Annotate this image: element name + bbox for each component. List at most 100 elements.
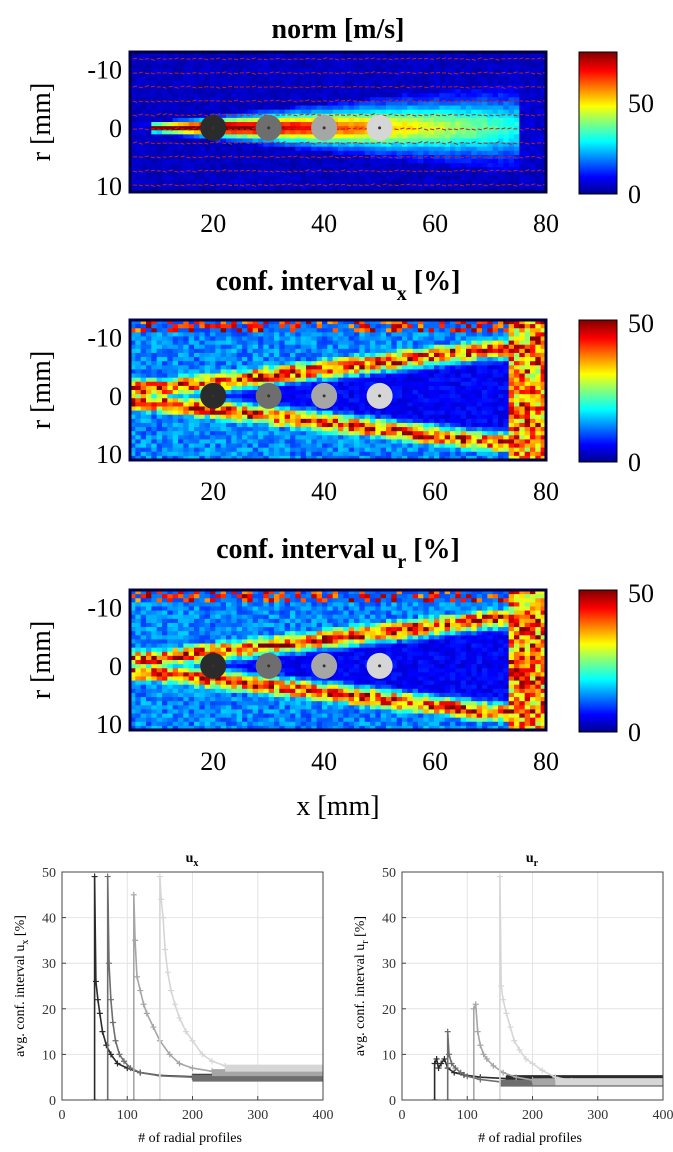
velocity-vector (210, 141, 215, 144)
velocity-vector (216, 57, 221, 60)
heatmap-cell (194, 431, 200, 436)
heatmap-cell (284, 427, 291, 432)
heatmap-cell (343, 122, 350, 127)
heatmap-cell (306, 175, 312, 181)
heatmap-cell (343, 377, 350, 383)
heatmap-cell (284, 150, 291, 156)
heatmap-cell (503, 154, 510, 160)
heatmap-cell (188, 340, 195, 346)
heatmap-cell (194, 418, 200, 424)
heatmap-cell (194, 64, 200, 70)
heatmap-cell (354, 68, 360, 74)
heatmap-cell (215, 328, 222, 333)
heatmap-cell (396, 109, 403, 115)
heatmap-cell (188, 117, 195, 123)
heatmap-cell (359, 142, 366, 148)
heatmap-cell (402, 89, 408, 94)
heatmap-cell (258, 101, 264, 107)
heatmap-cell (519, 97, 526, 103)
heatmap-cell (503, 163, 510, 168)
heatmap-cell (215, 439, 222, 445)
heatmap-cell (210, 340, 216, 346)
velocity-vector (430, 113, 435, 116)
heatmap-cell (503, 72, 510, 78)
heatmap-cell (194, 385, 200, 391)
heatmap-cell (146, 348, 152, 354)
heatmap-cell (146, 410, 152, 416)
heatmap-cell (263, 451, 270, 457)
heatmap-cell (540, 60, 546, 65)
heatmap-cell (316, 64, 323, 70)
heatmap-cell (519, 89, 526, 94)
heatmap-cell (311, 101, 318, 107)
velocity-vector (441, 184, 447, 187)
heatmap-cell (263, 340, 270, 346)
heatmap-cell (194, 142, 200, 148)
heatmap-cell (204, 72, 211, 78)
heatmap-cell (359, 80, 366, 86)
heatmap-cell (359, 76, 366, 82)
heatmap-cell (268, 171, 275, 177)
heatmap-cell (252, 439, 259, 445)
heatmap-cell (162, 402, 168, 408)
velocity-vector (210, 184, 215, 187)
heatmap-cell (167, 390, 174, 395)
heatmap-cell (188, 171, 195, 177)
heatmap-cell (364, 439, 371, 445)
heatmap-cell (295, 344, 302, 350)
heatmap-cell (364, 320, 371, 325)
heatmap-cell (295, 146, 302, 152)
heatmap-cell (407, 187, 414, 192)
heatmap-cell (151, 72, 158, 78)
heatmap-cell (215, 377, 222, 383)
heatmap-cell (252, 171, 259, 177)
heatmap-cell (188, 101, 195, 107)
heatmap-cell (183, 159, 190, 164)
heatmap-cell (316, 52, 323, 57)
velocity-vector (376, 142, 381, 144)
heatmap-cell (231, 56, 238, 61)
velocity-vector (400, 57, 405, 60)
heatmap-cell (380, 357, 387, 362)
heatmap-cell (242, 175, 248, 181)
heatmap-cell (503, 60, 510, 65)
velocity-vector (418, 141, 423, 144)
heatmap-cell (242, 402, 248, 408)
heatmap-cell (466, 150, 472, 156)
heatmap-cell (354, 435, 360, 441)
heatmap-cell (530, 163, 536, 168)
heatmap-cell (455, 171, 462, 177)
heatmap-cell (327, 64, 334, 70)
heatmap-cell (274, 68, 280, 74)
heatmap-cell (194, 377, 200, 383)
heatmap-cell (199, 183, 206, 189)
heatmap-cell (332, 76, 339, 82)
heatmap-cell (226, 394, 232, 399)
velocity-vector (144, 141, 150, 144)
heatmap-cell (439, 117, 446, 123)
heatmap-cell (364, 352, 371, 358)
velocity-vector (346, 99, 352, 102)
velocity-vector (441, 99, 447, 102)
heatmap-cell (295, 134, 302, 140)
velocity-vector (287, 142, 292, 145)
heatmap-cell (178, 427, 184, 432)
heatmap-cell (455, 183, 462, 189)
heatmap-cell (178, 80, 184, 86)
velocity-vector (138, 170, 144, 173)
heatmap-cell (146, 422, 152, 428)
heatmap-cell (418, 150, 424, 156)
velocity-vector (465, 58, 470, 61)
heatmap-cell (252, 377, 259, 383)
heatmap-cell (343, 150, 350, 156)
heatmap-cell (199, 328, 206, 333)
heatmap-cell (268, 422, 275, 428)
heatmap-cell (487, 117, 494, 123)
heatmap-cell (332, 431, 339, 436)
heatmap-cell (247, 138, 254, 144)
heatmap-cell (183, 373, 190, 379)
heatmap-cell (322, 109, 328, 115)
heatmap-cell (199, 418, 206, 424)
heatmap-cell (295, 60, 302, 65)
heatmap-cell (487, 163, 494, 168)
